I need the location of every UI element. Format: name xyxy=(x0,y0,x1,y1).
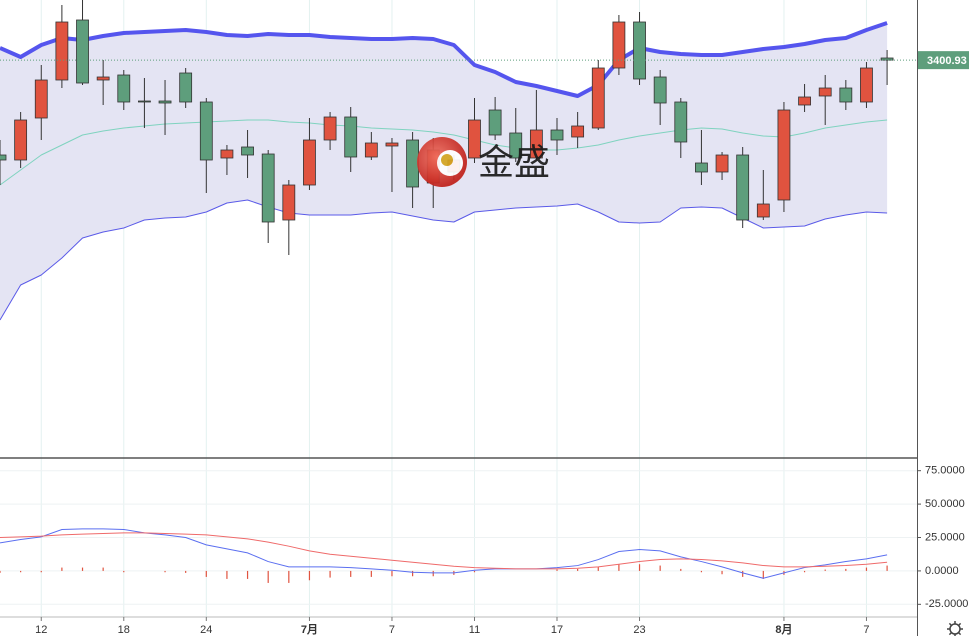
candle-body xyxy=(385,142,399,147)
x-tick-label: 23 xyxy=(633,624,645,636)
candle-body xyxy=(199,101,213,161)
candle-body xyxy=(571,125,585,138)
band-line xyxy=(0,21,888,98)
candle-body xyxy=(468,119,481,159)
candle-body xyxy=(117,74,131,103)
watermark-group: 金盛 xyxy=(417,137,550,187)
candle-body xyxy=(736,154,750,221)
candle-body xyxy=(777,109,791,201)
y-tick-label: -25.0000 xyxy=(925,598,968,610)
x-tick-label: 12 xyxy=(35,624,47,636)
x-tick-label: 17 xyxy=(551,624,563,636)
candle-body xyxy=(818,87,832,97)
x-tick-label: 8月 xyxy=(775,623,792,636)
candle-body xyxy=(880,57,894,61)
candle-body xyxy=(612,21,626,69)
price-marker-box xyxy=(918,51,969,70)
candle-body xyxy=(715,154,729,173)
watermark-text: 金盛 xyxy=(478,142,550,183)
y-tick-label: 0.0000 xyxy=(925,565,959,577)
candle-body xyxy=(653,76,667,104)
macd-plot xyxy=(0,528,888,583)
price-marker-label: 3400.93 xyxy=(927,55,967,67)
x-tick-label: 24 xyxy=(200,624,212,636)
candle-body xyxy=(0,154,7,161)
candle-body xyxy=(220,149,234,159)
candle-body xyxy=(76,19,89,84)
candle-body xyxy=(323,116,337,141)
macd-line xyxy=(0,532,888,570)
x-tick-label: 7 xyxy=(863,624,869,636)
candle-body xyxy=(488,109,502,136)
candle-body xyxy=(261,153,275,223)
candle-body xyxy=(839,87,853,103)
y-tick-label: 75.0000 xyxy=(925,465,965,477)
logo-dot xyxy=(441,154,453,166)
candle-body xyxy=(756,203,770,218)
candle-body xyxy=(364,142,378,158)
candle-body xyxy=(282,184,296,221)
candle-body xyxy=(241,146,254,156)
candle-body xyxy=(55,21,69,81)
x-tick-label: 7 xyxy=(389,624,395,636)
candle-body xyxy=(14,119,28,161)
candle-body xyxy=(695,162,708,173)
candle-body xyxy=(34,79,48,119)
candle-body xyxy=(96,76,110,81)
candle-body xyxy=(158,100,172,104)
band-line xyxy=(0,119,888,186)
candle-body xyxy=(509,132,523,159)
candle-body xyxy=(344,116,358,158)
candle-body xyxy=(406,139,420,188)
candle-body xyxy=(550,129,564,141)
candle-body xyxy=(591,67,605,129)
x-tick-label: 11 xyxy=(469,624,480,636)
y-tick-label: 25.0000 xyxy=(925,531,965,543)
candle-body xyxy=(303,139,316,186)
x-tick-label: 7月 xyxy=(301,623,318,636)
candle-body xyxy=(860,67,873,103)
candle-body xyxy=(674,101,688,143)
candle-body xyxy=(798,96,811,106)
candle-body xyxy=(529,129,543,159)
candle-body xyxy=(138,100,151,103)
candle-body xyxy=(633,21,646,80)
axis-layer: 12 18 24 7月 7 11 17 23 8月 7 3400.93 75.0000 50.0000 2… xyxy=(35,51,969,636)
y-tick-label: 50.0000 xyxy=(925,498,965,510)
candle-body xyxy=(179,72,193,103)
x-tick-label: 18 xyxy=(118,624,130,636)
